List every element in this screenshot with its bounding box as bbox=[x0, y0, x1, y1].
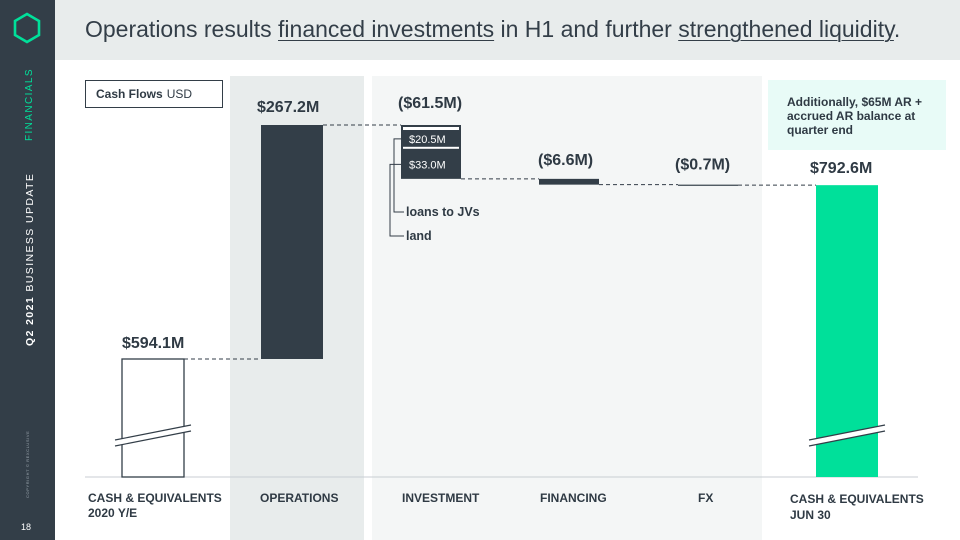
category-label-0: CASH & EQUIVALENTS bbox=[88, 491, 222, 505]
title-emphasis-1: financed investments bbox=[278, 16, 495, 42]
investment-other-separator bbox=[403, 127, 459, 130]
value-label-operations: $267.2M bbox=[257, 99, 319, 116]
category-label-3: FINANCING bbox=[540, 491, 607, 505]
title-part-3: . bbox=[893, 16, 901, 42]
component-name-loans: loans to JVs bbox=[406, 205, 480, 219]
category-label-5: CASH & EQUIVALENTS bbox=[790, 492, 924, 506]
component-name-land: land bbox=[406, 229, 432, 243]
axis-break-start-line-top bbox=[114, 424, 192, 441]
category-label-4: FX bbox=[698, 491, 713, 505]
bar-financing bbox=[539, 178, 599, 185]
axis-break-end-line-top bbox=[808, 424, 886, 441]
value-label-start: $594.1M bbox=[122, 335, 184, 352]
bar-fx bbox=[678, 184, 738, 186]
header: Operations results financed investments … bbox=[55, 0, 960, 60]
category-label-5-line2: JUN 30 bbox=[790, 508, 831, 522]
component-value-loans: $20.5M bbox=[409, 134, 446, 146]
bar-investment bbox=[401, 125, 461, 179]
sidebar: FINANCIALS Q2 2021 BUSINESS UPDATE COPYR… bbox=[0, 0, 55, 540]
value-label-end: $792.6M bbox=[810, 160, 872, 177]
value-label-financing: ($6.6M) bbox=[538, 152, 593, 169]
category-label-0-line2: 2020 Y/E bbox=[88, 506, 137, 520]
legend-box: Cash Flows USD bbox=[85, 80, 223, 108]
note-box: Additionally, $65M AR + accrued AR balan… bbox=[768, 80, 946, 150]
axis-break-end-line-bottom bbox=[808, 430, 886, 447]
category-label-1: OPERATIONS bbox=[260, 491, 338, 505]
axis-break-end-gap bbox=[809, 425, 885, 446]
component-value-land: $33.0M bbox=[409, 159, 446, 171]
title-part-2: in H1 and further bbox=[494, 16, 679, 42]
bar-start-total bbox=[121, 358, 185, 478]
hexagon-logo-icon bbox=[13, 12, 41, 44]
axis-break-start-gap bbox=[115, 425, 191, 446]
callout-line-loans bbox=[393, 138, 404, 213]
investment-component-separator bbox=[403, 146, 459, 149]
legend-label: Cash Flows bbox=[96, 87, 163, 101]
title-emphasis-2: strengthened liquidity bbox=[678, 16, 894, 42]
bar-operations bbox=[261, 125, 323, 359]
axis-break-start-line-bottom bbox=[114, 430, 192, 447]
callout-line-land bbox=[389, 163, 404, 237]
page-title: Operations results financed investments … bbox=[85, 16, 900, 43]
value-label-fx: ($0.7M) bbox=[675, 157, 730, 174]
page-number: 18 bbox=[21, 522, 32, 532]
category-label-2: INVESTMENT bbox=[402, 491, 480, 505]
legend-unit: USD bbox=[166, 87, 193, 101]
value-label-investment: ($61.5M) bbox=[398, 95, 462, 112]
title-part-1: Operations results bbox=[85, 16, 279, 42]
